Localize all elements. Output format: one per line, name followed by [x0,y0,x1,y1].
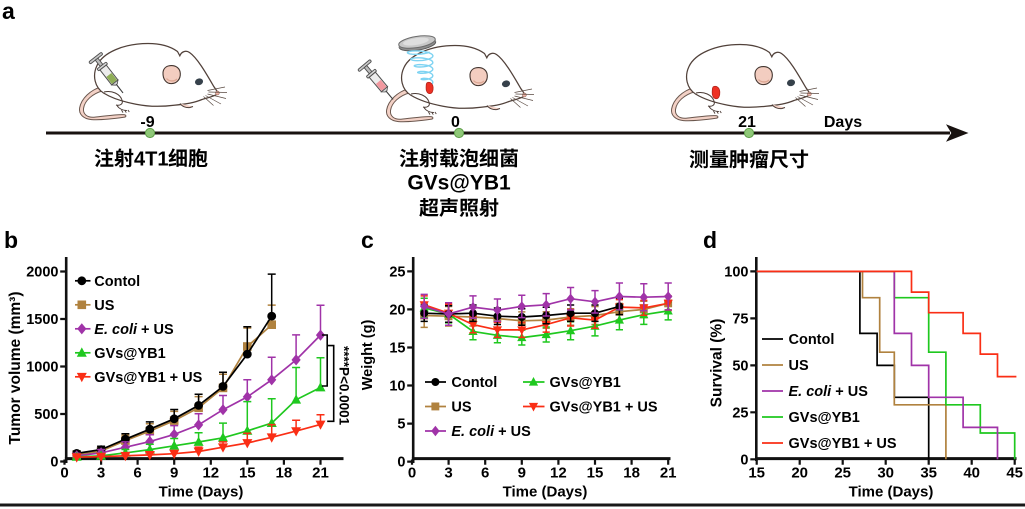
svg-text:GVs@YB1 + US: GVs@YB1 + US [789,436,897,452]
svg-text:0: 0 [60,465,68,482]
svg-text:15: 15 [389,341,405,357]
svg-text:Days: Days [824,114,862,131]
svg-text:GVs@YB1: GVs@YB1 [94,346,165,362]
svg-text:25: 25 [389,265,405,281]
svg-text:Contol: Contol [94,274,140,290]
svg-text:5: 5 [397,417,405,433]
svg-text:6: 6 [133,465,141,482]
svg-text:100: 100 [724,265,748,281]
svg-text:500: 500 [34,407,58,423]
svg-text:45: 45 [1006,465,1023,482]
svg-text:3: 3 [97,465,105,482]
svg-text:30: 30 [877,465,894,482]
svg-text:****P<0.0001: ****P<0.0001 [337,346,352,426]
svg-text:c: c [361,227,374,253]
svg-text:25: 25 [732,405,748,421]
svg-text:9: 9 [170,465,178,482]
svg-text:a: a [2,0,15,24]
svg-text:US: US [789,358,809,374]
svg-text:0: 0 [397,455,405,471]
svg-text:18: 18 [623,465,640,482]
svg-text:40: 40 [963,465,980,482]
svg-text:b: b [4,227,18,253]
svg-text:Tumor volume (mm³): Tumor volume (mm³) [7,292,24,445]
svg-text:20: 20 [791,465,808,482]
svg-text:15: 15 [748,465,765,482]
svg-text:GVs@YB1: GVs@YB1 [407,172,511,195]
svg-text:GVs@YB1 + US: GVs@YB1 + US [94,370,202,386]
svg-text:Weight (g): Weight (g) [360,320,376,391]
svg-text:20: 20 [389,303,405,319]
svg-text:0: 0 [740,452,748,468]
svg-text:21: 21 [738,114,756,131]
svg-text:E. coli + US: E. coli + US [451,424,531,440]
svg-text:25: 25 [834,465,851,482]
svg-text:4T1: 4T1 [134,149,168,171]
svg-text:15: 15 [239,465,256,482]
svg-text:18: 18 [276,465,293,482]
svg-text:35: 35 [920,465,937,482]
svg-text:21: 21 [312,465,329,482]
svg-text:Contol: Contol [451,375,497,391]
svg-text:Contol: Contol [789,332,835,348]
svg-text:10: 10 [389,379,405,395]
svg-text:1500: 1500 [26,312,58,328]
svg-text:GVs@YB1: GVs@YB1 [550,375,621,391]
svg-text:50: 50 [732,359,748,375]
svg-text:d: d [703,227,717,253]
svg-text:6: 6 [481,465,489,482]
svg-text:Time (Days): Time (Days) [503,484,588,501]
svg-text:9: 9 [518,465,526,482]
svg-text:Time (Days): Time (Days) [159,484,244,501]
svg-text:Time (Days): Time (Days) [849,484,934,501]
svg-text:GVs@YB1 + US: GVs@YB1 + US [550,400,658,416]
svg-text:3: 3 [444,465,452,482]
svg-text:E. coli + US: E. coli + US [94,322,174,338]
svg-text:12: 12 [550,465,567,482]
svg-text:75: 75 [732,312,748,328]
svg-text:0: 0 [451,114,460,131]
svg-text:15: 15 [587,465,604,482]
svg-text:1000: 1000 [26,360,58,376]
svg-text:US: US [451,400,471,416]
svg-text:Survival (%): Survival (%) [709,319,726,408]
svg-text:E. coli + US: E. coli + US [789,384,869,400]
svg-text:0: 0 [50,455,58,471]
svg-text:0: 0 [408,465,416,482]
svg-text:2000: 2000 [26,265,58,281]
svg-text:US: US [94,298,114,314]
svg-text:-9: -9 [140,114,154,131]
svg-text:GVs@YB1: GVs@YB1 [789,410,860,426]
svg-text:21: 21 [660,465,677,482]
svg-text:12: 12 [202,465,219,482]
